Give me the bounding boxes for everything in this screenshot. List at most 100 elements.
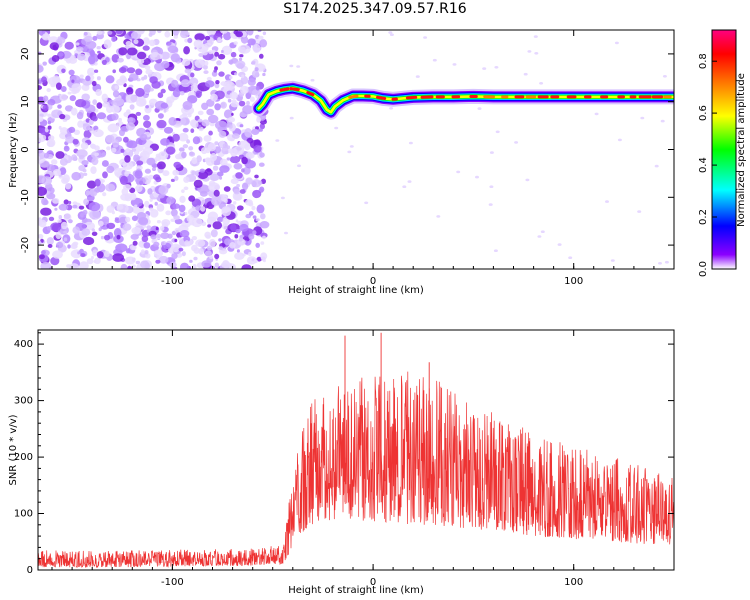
noise-cell xyxy=(47,244,53,248)
noise-cell xyxy=(61,68,66,74)
noise-cell xyxy=(198,248,204,255)
noise-cell xyxy=(125,216,131,223)
noise-cell xyxy=(183,176,190,183)
noise-speckle xyxy=(493,249,498,252)
noise-cell xyxy=(50,83,56,88)
noise-cell xyxy=(245,152,255,159)
noise-cell xyxy=(79,261,89,269)
noise-speckle xyxy=(456,170,461,174)
noise-cell xyxy=(184,211,188,216)
noise-cell xyxy=(72,226,80,234)
noise-cell xyxy=(262,259,266,263)
noise-cell xyxy=(259,186,265,193)
noise-cell xyxy=(38,133,47,143)
noise-speckle xyxy=(617,138,622,142)
noise-cell xyxy=(69,263,80,269)
noise-cell xyxy=(226,157,231,161)
noise-cell xyxy=(153,174,161,181)
spectrogram-heatmap xyxy=(38,30,674,269)
noise-cell xyxy=(63,230,68,234)
noise-cell xyxy=(116,234,121,240)
noise-cell xyxy=(118,117,122,122)
noise-cell xyxy=(86,180,97,189)
x-tick-label: 100 xyxy=(564,577,583,588)
noise-cell xyxy=(255,85,260,91)
noise-cell xyxy=(125,94,138,104)
noise-cell xyxy=(218,130,227,138)
noise-cell xyxy=(78,205,85,210)
noise-cell xyxy=(78,165,86,172)
noise-cell xyxy=(149,209,159,218)
noise-cell xyxy=(146,228,151,233)
noise-cell xyxy=(144,200,150,208)
noise-cell xyxy=(136,30,145,35)
noise-cell xyxy=(162,170,170,177)
noise-cell xyxy=(207,224,212,228)
noise-cell xyxy=(157,113,164,119)
noise-cell xyxy=(220,81,227,86)
noise-cell xyxy=(223,31,232,41)
noise-cell xyxy=(197,170,209,180)
noise-cell xyxy=(208,238,216,248)
noise-cell xyxy=(47,120,52,125)
noise-cell xyxy=(68,126,76,133)
noise-speckle xyxy=(477,107,482,110)
noise-cell xyxy=(181,151,187,159)
x-tick-label: -100 xyxy=(161,577,184,588)
noise-cell xyxy=(234,72,238,76)
noise-cell xyxy=(201,147,208,155)
noise-cell xyxy=(73,129,80,135)
noise-cell xyxy=(212,221,223,230)
noise-cell xyxy=(239,189,246,194)
noise-speckle xyxy=(523,72,528,76)
noise-cell xyxy=(92,99,98,105)
noise-cell xyxy=(258,35,264,40)
noise-speckle xyxy=(495,130,500,134)
noise-cell xyxy=(153,249,164,258)
noise-cell xyxy=(67,244,71,249)
y-tick-label: 100 xyxy=(14,509,33,520)
noise-cell xyxy=(96,76,101,81)
noise-cell xyxy=(255,218,260,222)
noise-cell xyxy=(74,53,78,57)
colorbar-tick-label: 0.8 xyxy=(698,53,709,69)
noise-cell xyxy=(138,218,143,223)
y-tick-label: 200 xyxy=(14,452,33,463)
noise-cell xyxy=(232,201,237,205)
noise-cell xyxy=(229,155,241,164)
noise-cell xyxy=(259,39,268,48)
noise-cell xyxy=(218,71,225,77)
noise-cell xyxy=(76,53,86,61)
noise-cell xyxy=(174,175,179,181)
noise-cell xyxy=(57,104,62,109)
noise-cell xyxy=(218,53,226,60)
noise-cell xyxy=(132,246,136,250)
noise-cell xyxy=(170,178,175,182)
snr-series xyxy=(38,332,674,569)
noise-cell xyxy=(61,177,69,184)
y-tick-label: 0 xyxy=(27,565,33,576)
noise-cell xyxy=(81,93,90,101)
noise-cell xyxy=(50,222,62,232)
noise-cell xyxy=(211,197,222,206)
noise-cell xyxy=(75,42,80,46)
signal-peak xyxy=(405,95,418,100)
noise-cell xyxy=(205,80,215,88)
noise-cell xyxy=(111,36,117,42)
noise-cell xyxy=(199,168,206,173)
noise-cell xyxy=(94,152,99,157)
noise-cell xyxy=(146,225,152,230)
noise-cell xyxy=(135,68,143,76)
noise-cell xyxy=(55,151,65,159)
noise-cell xyxy=(157,92,164,99)
noise-cell xyxy=(70,54,76,61)
noise-cell xyxy=(206,108,215,116)
noise-cell xyxy=(55,231,62,240)
noise-cell xyxy=(200,206,206,212)
noise-cell xyxy=(86,258,94,265)
noise-cell xyxy=(190,221,195,226)
noise-cell xyxy=(231,112,234,116)
noise-cell xyxy=(179,230,190,238)
noise-cell xyxy=(52,250,63,259)
noise-cell xyxy=(204,42,212,48)
